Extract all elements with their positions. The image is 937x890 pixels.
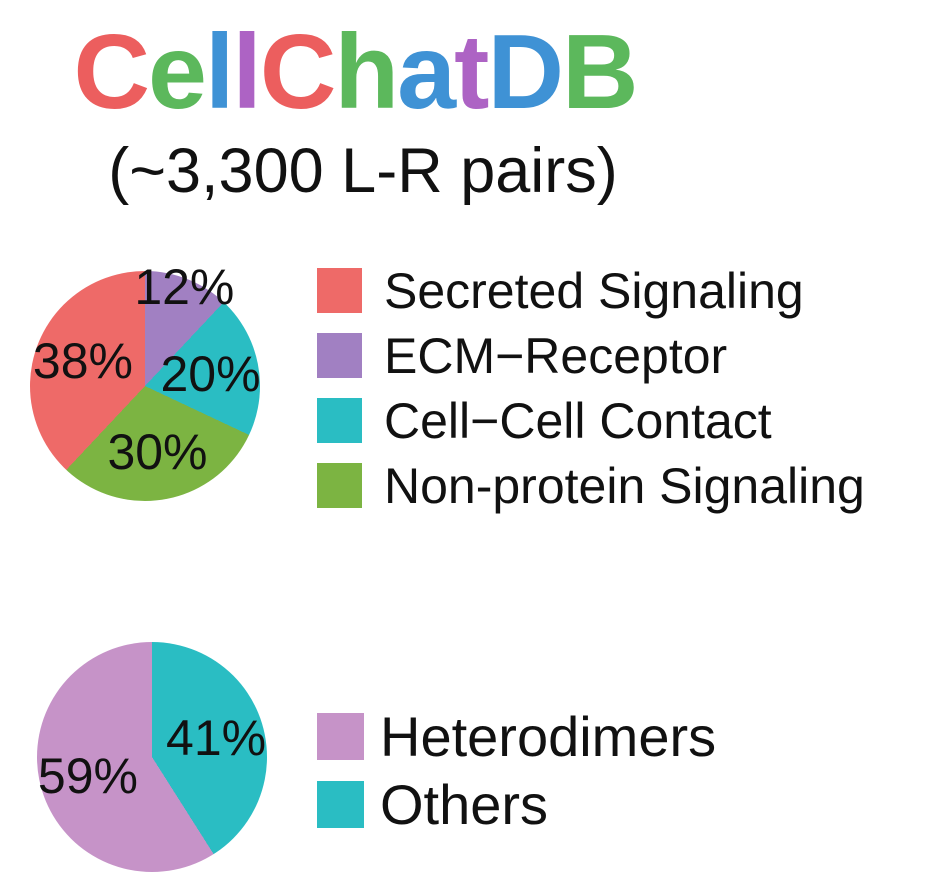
subtitle: (~3,300 L-R pairs): [108, 136, 618, 206]
legend-item: Non-protein Signaling: [317, 457, 865, 514]
pie-chart-heterodimers: 41% 59%: [37, 642, 267, 872]
pie-slice-label: 12%: [134, 258, 235, 315]
legend-label: Heterodimers: [380, 704, 717, 768]
pie-chart-lr-categories: 12% 20% 30% 38%: [30, 262, 261, 501]
legend-heterodimers: Heterodimers Others: [317, 708, 716, 832]
title-letter: e: [148, 13, 207, 131]
title-letter: h: [334, 13, 399, 131]
legend-swatch: [317, 268, 362, 313]
legend-swatch: [317, 398, 362, 443]
legend-item: Others: [317, 776, 716, 832]
legend-item: Secreted Signaling: [317, 262, 865, 319]
legend-label: Others: [380, 772, 549, 836]
pie-slice-label: 59%: [37, 747, 138, 804]
title-letter: l: [204, 13, 234, 131]
legend-swatch: [317, 781, 364, 828]
legend-item: Cell−Cell Contact: [317, 392, 865, 449]
title-letter: C: [73, 13, 150, 131]
title-letter: l: [232, 13, 261, 131]
legend-swatch: [317, 713, 364, 760]
legend-item: ECM−Receptor: [317, 327, 865, 384]
pie-slice-label: 38%: [32, 333, 134, 390]
legend-item: Heterodimers: [317, 708, 716, 764]
legend-swatch: [317, 463, 362, 508]
title-letter: D: [487, 13, 564, 131]
legend-swatch: [317, 333, 362, 378]
title-letter: B: [562, 13, 639, 131]
pie-slice-label: 30%: [107, 423, 208, 480]
pie-slice-label: 20%: [160, 345, 261, 402]
legend-label: Non-protein Signaling: [384, 457, 865, 514]
title-letter: t: [454, 13, 489, 131]
legend-label: Cell−Cell Contact: [384, 392, 772, 449]
page-title: CellChatDB: [0, 16, 710, 128]
legend-label: ECM−Receptor: [384, 327, 728, 384]
pie-slice-label: 41%: [166, 710, 267, 767]
legend-lr-categories: Secreted Signaling ECM−Receptor Cell−Cell …: [317, 262, 865, 514]
title-letter: a: [397, 13, 456, 131]
legend-label: Secreted Signaling: [384, 262, 804, 319]
title-letter: C: [259, 13, 337, 131]
